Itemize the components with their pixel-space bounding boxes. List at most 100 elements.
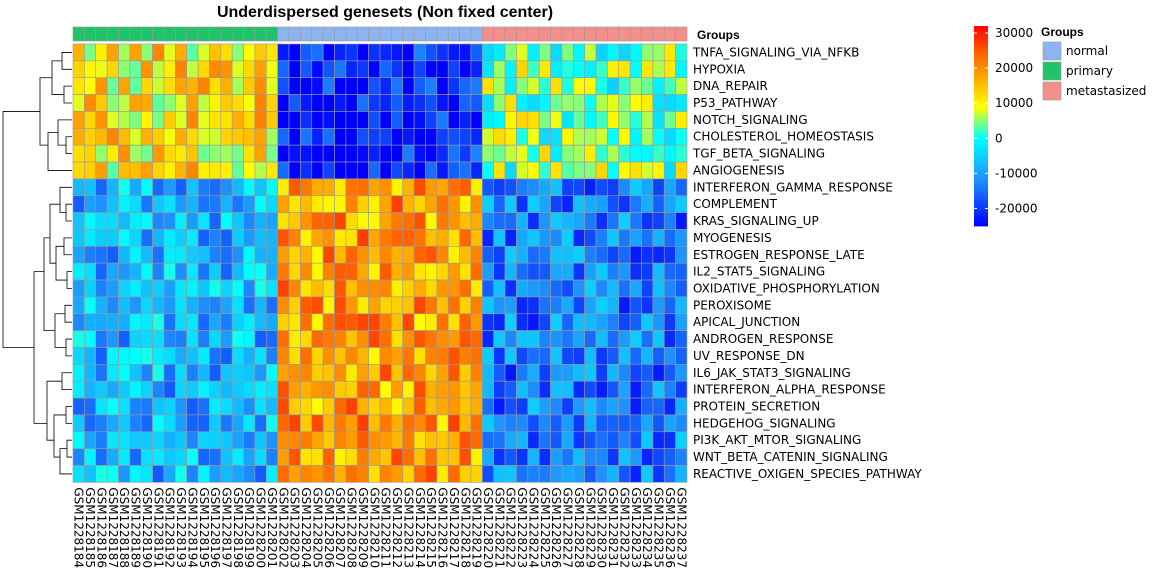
- heatmap-cell: [538, 195, 551, 213]
- color-scale-band: [974, 188, 988, 191]
- heatmap-cell: [379, 431, 392, 449]
- heatmap-cell: [254, 111, 267, 129]
- annotation-cell: [220, 26, 233, 42]
- heatmap-cell: [663, 178, 676, 197]
- heatmap-cell: [425, 262, 438, 281]
- heatmap-cell: [334, 431, 347, 449]
- row-label: PEROXISOME: [693, 298, 772, 312]
- heatmap-cell: [459, 431, 472, 449]
- heatmap-cell: [311, 111, 324, 129]
- heatmap-cell: [550, 43, 563, 62]
- heatmap-cell: [607, 448, 620, 466]
- heatmap-cell: [334, 94, 347, 112]
- heatmap-cell: [345, 161, 358, 180]
- heatmap-cell: [663, 313, 676, 331]
- color-scale-band: [974, 60, 988, 63]
- heatmap-cell: [493, 94, 506, 112]
- heatmap-cell: [493, 448, 506, 466]
- group-legend-title: Groups: [1041, 25, 1084, 39]
- heatmap-cell: [186, 262, 199, 281]
- heatmap-cell: [175, 111, 188, 129]
- color-scale-band: [974, 62, 988, 65]
- heatmap-cell: [572, 262, 585, 281]
- heatmap-cell: [618, 144, 631, 163]
- heatmap-cell: [425, 111, 438, 129]
- heatmap-cell: [425, 448, 438, 466]
- heatmap-cell: [641, 364, 654, 382]
- heatmap-cell: [197, 465, 210, 483]
- heatmap-cell: [95, 128, 108, 146]
- heatmap-cell: [391, 111, 404, 129]
- heatmap-cell: [607, 128, 620, 146]
- heatmap-cell: [584, 111, 597, 129]
- heatmap-cell: [504, 128, 517, 146]
- heatmap-cell: [186, 195, 199, 213]
- heatmap-cell: [209, 229, 222, 247]
- heatmap-cell: [663, 465, 676, 483]
- heatmap-cell: [379, 279, 392, 298]
- heatmap-cell: [95, 347, 108, 365]
- heatmap-cell: [368, 313, 381, 331]
- color-scale-band: [974, 148, 988, 151]
- heatmap-cell: [106, 43, 119, 62]
- heatmap-cell: [84, 380, 97, 399]
- heatmap-cell: [140, 229, 153, 247]
- heatmap-cell: [402, 161, 415, 180]
- heatmap-cell: [504, 229, 517, 247]
- heatmap-cell: [425, 347, 438, 365]
- heatmap-cell: [186, 77, 199, 95]
- color-scale-band: [974, 96, 988, 99]
- heatmap-cell: [186, 397, 199, 416]
- heatmap-cell: [447, 380, 460, 399]
- column-label: GSM1228185: [83, 487, 97, 568]
- annotation-cell: [550, 26, 563, 42]
- heatmap-cell: [186, 111, 199, 129]
- color-scale-band: [974, 166, 988, 169]
- heatmap-cell: [675, 195, 688, 213]
- heatmap-cell: [72, 465, 85, 483]
- color-scale-band: [974, 160, 988, 163]
- heatmap-cell: [72, 262, 85, 281]
- heatmap-cell: [368, 43, 381, 62]
- color-scale-band: [974, 38, 988, 41]
- heatmap-cell: [470, 77, 483, 95]
- heatmap-cell: [379, 347, 392, 365]
- heatmap-cell: [675, 414, 688, 433]
- heatmap-cell: [482, 414, 494, 433]
- heatmap-cell: [402, 43, 415, 62]
- heatmap-cell: [231, 246, 244, 264]
- row-label: ANGIOGENESIS: [693, 163, 785, 177]
- heatmap-cell: [663, 195, 676, 213]
- column-label: GSM1228201: [265, 487, 279, 568]
- column-label: GSM1228237: [674, 487, 688, 568]
- heatmap-cell: [175, 178, 188, 197]
- column-label: GSM1228211: [379, 487, 393, 568]
- heatmap-cell: [265, 313, 278, 331]
- column-label: GSM1228221: [492, 487, 506, 568]
- heatmap-cell: [561, 397, 574, 416]
- heatmap-cell: [220, 178, 233, 197]
- heatmap-cell: [152, 94, 165, 112]
- column-label: GSM1228217: [447, 487, 461, 568]
- heatmap-cell: [356, 128, 369, 146]
- dendrogram-branch: [53, 414, 66, 458]
- heatmap-cell: [140, 296, 153, 315]
- heatmap-cell: [470, 229, 483, 247]
- heatmap-cell: [322, 397, 335, 416]
- heatmap-cell: [652, 347, 665, 365]
- heatmap-cell: [345, 128, 358, 146]
- heatmap-cell: [231, 178, 244, 197]
- heatmap-cell: [129, 94, 142, 112]
- heatmap-cell: [482, 94, 494, 112]
- heatmap-cell: [652, 465, 665, 483]
- heatmap-cell: [482, 465, 494, 483]
- heatmap-cell: [482, 313, 494, 331]
- heatmap-cell: [675, 111, 688, 129]
- heatmap-cell: [334, 229, 347, 247]
- heatmap-cell: [493, 262, 506, 281]
- color-scale-band: [974, 154, 988, 157]
- column-label: GSM1228209: [356, 487, 370, 568]
- row-label: ESTROGEN_RESPONSE_LATE: [693, 248, 865, 262]
- heatmap-cell: [118, 364, 131, 382]
- color-scale-band: [974, 74, 988, 77]
